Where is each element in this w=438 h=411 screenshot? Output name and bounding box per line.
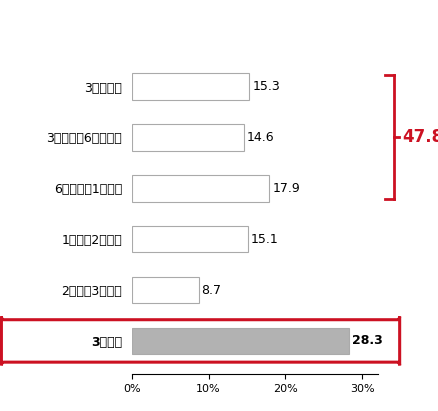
Text: 15.1: 15.1 — [250, 233, 278, 246]
Text: ［01］コンテンツマーケティングの実施期間: ［01］コンテンツマーケティングの実施期間 — [9, 3, 221, 21]
Text: 28.3: 28.3 — [351, 335, 382, 347]
Text: （単一回答、n=605）: （単一回答、n=605） — [336, 27, 425, 40]
Bar — [131, 124, 244, 150]
Bar — [131, 226, 247, 252]
Text: 15.3: 15.3 — [252, 80, 279, 93]
Bar — [131, 73, 249, 100]
Bar — [131, 328, 348, 354]
Text: 17.9: 17.9 — [272, 182, 299, 195]
Text: 47.8: 47.8 — [401, 128, 438, 146]
Bar — [131, 277, 198, 303]
Text: 8.7: 8.7 — [201, 284, 221, 297]
Text: 14.6: 14.6 — [247, 131, 274, 144]
Bar — [131, 175, 268, 201]
